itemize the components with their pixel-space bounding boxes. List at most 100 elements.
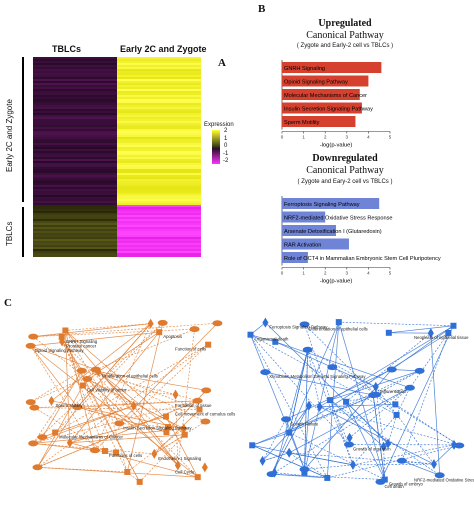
network-node-label: Molecular Mechanisms of Cancer — [59, 435, 123, 440]
heatmap-cell — [117, 205, 201, 208]
panel-a-letter: A — [218, 57, 226, 69]
heatmap-cell — [33, 221, 117, 224]
network-edge — [95, 369, 200, 410]
network-node — [259, 455, 266, 466]
heatmap-cell — [33, 181, 117, 184]
network-edge — [30, 345, 96, 370]
heatmap-cell — [117, 69, 201, 72]
heatmap-cell — [33, 197, 117, 200]
heatmap-cell — [33, 215, 117, 218]
network-edge — [77, 323, 151, 408]
network-node-label: Proliferation of epithelial cells — [102, 374, 158, 379]
network-node-label: Insulin Secretion Signaling Pathway — [123, 425, 192, 430]
heatmap-cell — [33, 145, 117, 148]
heatmap-cell — [117, 107, 201, 110]
heatmap-cell — [117, 123, 201, 126]
network-edge — [30, 345, 96, 451]
panel-c-letter: C — [4, 297, 12, 309]
network-node-label: Growth Failure — [290, 421, 319, 426]
network-left: Cell movement of cumulus cells Proliferat… — [25, 318, 235, 485]
heatmap-cell — [33, 251, 117, 254]
legend-tick-2: 2 — [224, 128, 228, 134]
heatmap-cell — [117, 121, 201, 124]
network-edge — [127, 471, 140, 483]
heatmap-cell — [117, 151, 201, 154]
network-node — [249, 442, 256, 449]
heatmap-cell — [117, 241, 201, 244]
x-tick-label: 0 — [281, 135, 284, 140]
network-node — [302, 346, 313, 353]
heatmap-cell — [117, 185, 201, 188]
network-node — [205, 341, 212, 348]
network-node — [371, 391, 382, 398]
legend-tick-1: 1 — [224, 136, 228, 142]
x-tick-label: 4 — [367, 135, 370, 140]
heatmap-cell — [33, 255, 117, 257]
network-edge — [395, 404, 460, 446]
network-node — [372, 381, 379, 392]
heatmap-cell — [33, 203, 117, 206]
heatmap-cell — [33, 237, 117, 240]
heatmap-cell — [33, 111, 117, 114]
heatmap-cell — [33, 157, 117, 160]
heatmap-cell — [117, 251, 201, 254]
heatmap-cell — [117, 249, 201, 252]
heatmap-cell — [33, 235, 117, 238]
bar — [282, 211, 326, 223]
heatmap-cell — [33, 127, 117, 130]
network-edge — [37, 344, 209, 468]
network-edge — [252, 432, 290, 446]
x-tick-label: 5 — [389, 135, 392, 140]
network-edge — [54, 344, 209, 433]
network-edge — [126, 322, 164, 473]
network-edge — [388, 325, 454, 334]
network-node — [25, 342, 36, 349]
heatmap-cell — [117, 155, 201, 158]
heatmap-cell — [117, 145, 201, 148]
network-node — [90, 366, 101, 373]
heatmap-cell — [33, 109, 117, 112]
network-node — [346, 432, 353, 443]
network-node — [181, 431, 188, 438]
network-edge — [352, 414, 397, 466]
heatmap-cell — [117, 89, 201, 92]
heatmap-cell — [117, 67, 201, 70]
network-node — [28, 440, 39, 447]
network-edge — [69, 434, 185, 444]
heatmap-cell — [117, 165, 201, 168]
heatmap-cell — [33, 141, 117, 144]
network-node — [172, 389, 179, 400]
heatmap-cell — [33, 179, 117, 182]
heatmap-cell — [117, 63, 201, 66]
bar-label: Role of OCT4 in Mammalian Embryonic Stem… — [284, 256, 441, 262]
network-node-label: Cell viability of tumor — [87, 388, 127, 393]
network-node — [58, 333, 65, 340]
network-node-label: Growth of embryo — [389, 482, 424, 487]
heatmap-cell — [117, 203, 201, 206]
network-edge — [288, 332, 449, 433]
network-edge — [349, 387, 411, 439]
heatmap-cell — [117, 73, 201, 76]
network-edge — [33, 323, 151, 337]
heatmap-cell — [33, 151, 117, 154]
network-edge — [33, 322, 218, 337]
heatmap-cell — [117, 201, 201, 204]
network-edge — [319, 406, 435, 465]
network-node — [101, 448, 108, 455]
heatmap-cell — [117, 127, 201, 130]
heatmap-cell — [33, 125, 117, 128]
heatmap-cell — [33, 183, 117, 186]
heatmap-cell — [33, 219, 117, 222]
heatmap-cell — [117, 85, 201, 88]
network-node — [162, 413, 169, 420]
heatmap-cell — [117, 215, 201, 218]
network-edge — [51, 323, 151, 402]
network-edge — [307, 349, 376, 388]
network-edge — [329, 399, 384, 448]
network-edge — [34, 407, 200, 410]
heatmap-cell — [33, 153, 117, 156]
network-edge — [396, 387, 411, 416]
network-node — [396, 457, 407, 464]
network-node — [299, 321, 310, 328]
network-edge — [275, 341, 376, 388]
